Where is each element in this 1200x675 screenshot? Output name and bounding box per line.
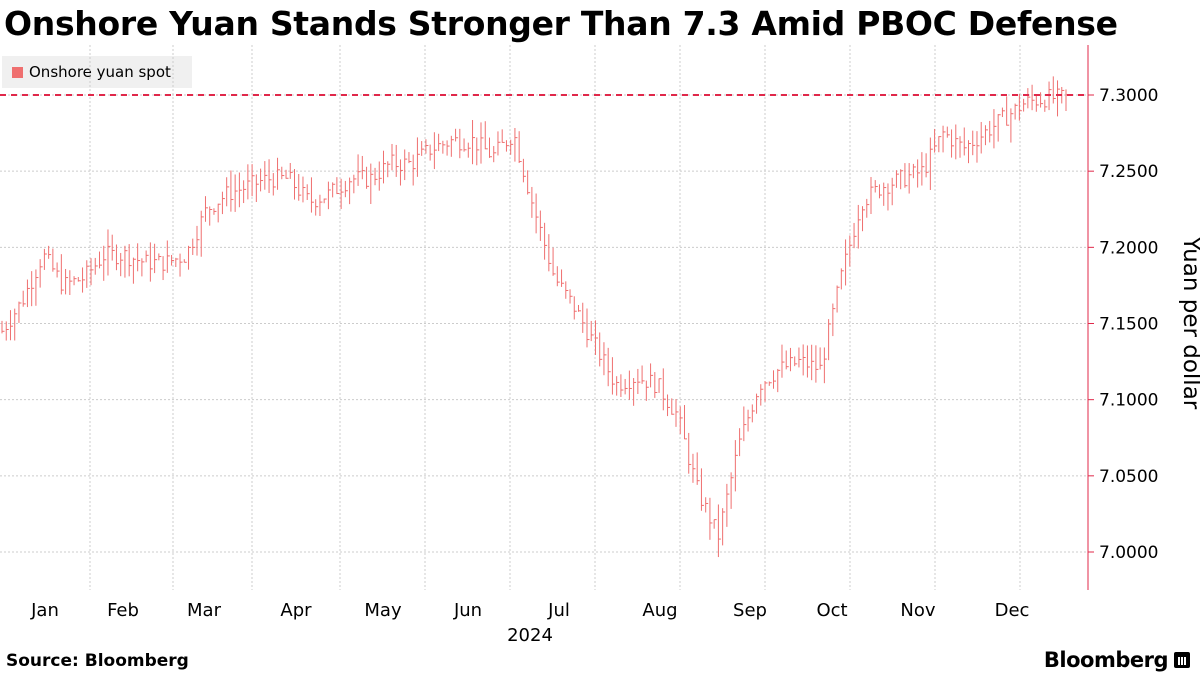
brand-name: Bloomberg (1043, 648, 1169, 672)
x-tick-label: Nov (900, 600, 935, 621)
legend-swatch (12, 66, 23, 78)
y-axis-label: Yuan per dollar (1178, 236, 1200, 410)
x-tick-label: Jan (30, 600, 59, 621)
y-tick-label: 7.1000 (1099, 391, 1158, 411)
legend-label: Onshore yuan spot (29, 63, 171, 81)
y-tick-label: 7.3000 (1099, 86, 1158, 106)
series-onshore-yuan (1, 76, 1069, 558)
legend: Onshore yuan spot (2, 56, 192, 88)
brand-logo: Bloomberg (1044, 648, 1190, 672)
x-tick-label: Dec (995, 600, 1030, 621)
x-tick-label: Oct (816, 600, 847, 621)
x-tick-label: Aug (642, 600, 677, 621)
bloomberg-logo-icon (1174, 652, 1190, 668)
y-tick-label: 7.0000 (1099, 543, 1158, 563)
x-tick-label: Mar (187, 600, 222, 621)
x-tick-label: Sep (733, 600, 767, 621)
x-axis-year-label: 2024 (507, 625, 553, 646)
y-tick-label: 7.1500 (1099, 315, 1158, 335)
y-tick-label: 7.2000 (1099, 238, 1158, 258)
chart-title: Onshore Yuan Stands Stronger Than 7.3 Am… (4, 4, 1118, 43)
source-note: Source: Bloomberg (6, 651, 189, 671)
y-tick-label: 7.2500 (1099, 162, 1158, 182)
x-tick-label: Jul (547, 600, 570, 621)
x-tick-label: Jun (453, 600, 482, 621)
x-tick-label: May (364, 600, 402, 621)
y-tick-label: 7.0500 (1099, 467, 1158, 487)
x-tick-label: Apr (280, 600, 312, 621)
x-tick-label: Feb (107, 600, 139, 621)
